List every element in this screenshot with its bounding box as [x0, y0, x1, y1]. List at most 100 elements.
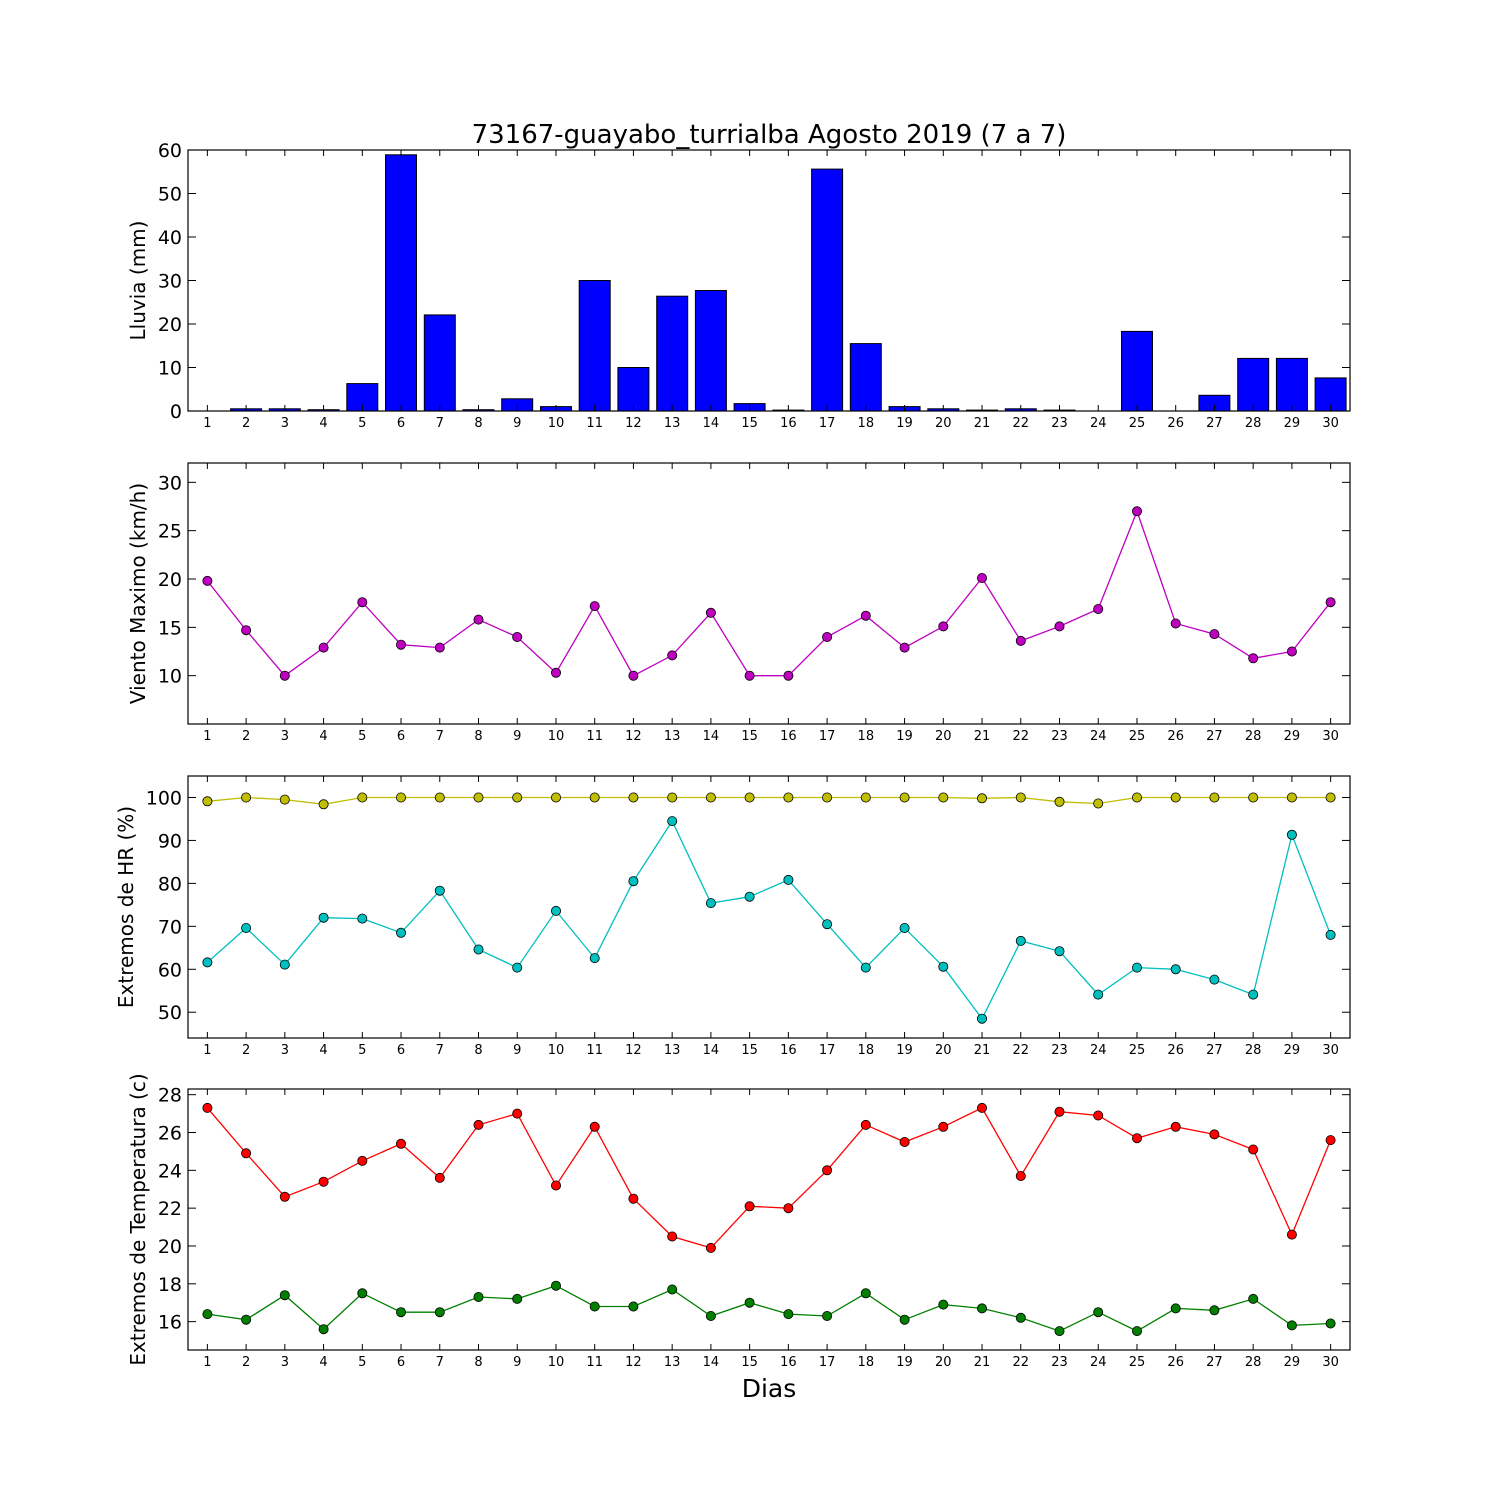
humidity-ytick-label: 80	[158, 873, 182, 895]
humidity-series-1-point-day-20	[938, 961, 949, 972]
temperature-ytick-label: 20	[158, 1236, 182, 1258]
humidity-series-1-point-day-13	[667, 816, 678, 827]
wind-series-0-point-day-7	[434, 642, 445, 653]
humidity-series-0-point-day-10	[551, 792, 562, 803]
wind-series-0-point-day-26	[1170, 618, 1181, 629]
wind-xtick-label: 24	[1090, 729, 1107, 744]
rain-xtick-label: 13	[664, 416, 681, 431]
rain-bar-day-28	[1237, 357, 1270, 412]
humidity-series-0-point-day-13	[667, 792, 678, 803]
rain-xtick-label: 1	[203, 416, 211, 431]
humidity-ytick-label: 90	[158, 830, 182, 852]
wind-series-0-point-day-13	[667, 650, 678, 661]
temperature-series-1-point-day-15	[744, 1297, 755, 1308]
temperature-xtick-label: 9	[513, 1355, 521, 1370]
temperature-xtick-label: 28	[1245, 1355, 1262, 1370]
wind-xtick-label: 27	[1206, 729, 1223, 744]
rain-ytick-label: 50	[158, 184, 182, 206]
temperature-xtick-label: 14	[703, 1355, 720, 1370]
temperature-xtick-label: 17	[819, 1355, 836, 1370]
wind-series-0-point-day-29	[1286, 646, 1297, 657]
humidity-xtick-label: 26	[1167, 1043, 1184, 1058]
temperature-series-1-point-day-8	[473, 1292, 484, 1303]
temperature-series-0-point-day-7	[434, 1172, 445, 1183]
rain-bar-day-17	[811, 168, 844, 412]
humidity-xtick-label: 21	[974, 1043, 991, 1058]
humidity-xtick-label: 17	[819, 1043, 836, 1058]
rain-xtick-label: 11	[586, 416, 603, 431]
temperature-series-0-point-day-6	[395, 1138, 406, 1149]
humidity-series-1-point-day-8	[473, 944, 484, 955]
rain-xtick-label: 2	[242, 416, 250, 431]
rain-xtick-label: 27	[1206, 416, 1223, 431]
humidity-series-0-point-day-30	[1325, 792, 1336, 803]
temperature-ytick-label: 28	[158, 1085, 182, 1107]
rain-xtick-label: 8	[474, 416, 482, 431]
wind-xtick-label: 2	[242, 729, 250, 744]
rain-bar-day-11	[578, 280, 611, 412]
temperature-series-1-point-day-24	[1093, 1307, 1104, 1318]
rain-bar-day-14	[694, 290, 727, 412]
temperature-xtick-label: 12	[625, 1355, 642, 1370]
temperature-xtick-label: 29	[1284, 1355, 1301, 1370]
rain-xtick-label: 23	[1051, 416, 1068, 431]
rain-bar-day-6	[385, 154, 417, 412]
rain-xtick-label: 19	[896, 416, 913, 431]
wind-xtick-label: 5	[358, 729, 366, 744]
temperature-xtick-label: 21	[974, 1355, 991, 1370]
humidity-series-0-point-day-26	[1170, 792, 1181, 803]
wind-series-0-point-day-5	[357, 597, 368, 608]
temperature-xtick-label: 3	[281, 1355, 289, 1370]
temperature-series-0-point-day-13	[667, 1231, 678, 1242]
wind-xtick-label: 17	[819, 729, 836, 744]
humidity-xtick-label: 8	[474, 1043, 482, 1058]
wind-series-0-point-day-24	[1093, 604, 1104, 615]
temperature-series-1-point-day-9	[512, 1293, 523, 1304]
temperature-series-1-point-day-5	[357, 1288, 368, 1299]
temperature-xtick-label: 25	[1129, 1355, 1146, 1370]
wind-xtick-label: 4	[319, 729, 327, 744]
wind-xtick-label: 15	[741, 729, 758, 744]
humidity-series-1-point-day-11	[589, 953, 600, 964]
humidity-xtick-label: 16	[780, 1043, 797, 1058]
humidity-series-1-point-day-6	[395, 927, 406, 938]
temperature-series-0-point-day-20	[938, 1121, 949, 1132]
wind-ytick-label: 30	[158, 472, 182, 494]
humidity-series-0-point-day-21	[977, 793, 988, 804]
humidity-panel: 1 2 3 4 5 6 7 8 9 10 11 12 13 14 15 16 17 18 19 20 21 22 23 24 2…	[114, 775, 1351, 1058]
wind-series-0-point-day-27	[1209, 629, 1220, 640]
temperature-xtick-label: 2	[242, 1355, 250, 1370]
rain-xtick-label: 26	[1167, 416, 1184, 431]
rain-bar-day-25	[1121, 330, 1153, 412]
temperature-series-1-point-day-12	[628, 1301, 639, 1312]
figure-title: 73167-guayabo_turrialba Agosto 2019 (7 a…	[472, 120, 1067, 150]
humidity-series-1-point-day-22	[1015, 935, 1026, 946]
humidity-series-0-point-day-12	[628, 792, 639, 803]
temperature-series-1-line	[207, 1284, 1331, 1332]
humidity-xtick-label: 30	[1322, 1043, 1339, 1058]
wind-xtick-label: 7	[436, 729, 444, 744]
humidity-series-0-point-day-8	[473, 792, 484, 803]
wind-series-0-point-day-6	[395, 639, 406, 650]
temperature-series-1-point-day-14	[705, 1311, 716, 1322]
temperature-xtick-label: 26	[1167, 1355, 1184, 1370]
rain-xtick-label: 28	[1245, 416, 1262, 431]
temperature-series-0-point-day-9	[512, 1108, 523, 1119]
rain-xtick-label: 9	[513, 416, 521, 431]
humidity-xtick-label: 24	[1090, 1043, 1107, 1058]
x-axis-label: Dias	[742, 1374, 797, 1403]
rain-xtick-label: 3	[281, 416, 289, 431]
rain-ytick-label: 20	[158, 314, 182, 336]
humidity-series-1-point-day-27	[1209, 974, 1220, 985]
temperature-xtick-label: 23	[1051, 1355, 1068, 1370]
humidity-ytick-label: 60	[158, 959, 182, 981]
temperature-xtick-label: 15	[741, 1355, 758, 1370]
humidity-xtick-label: 3	[281, 1043, 289, 1058]
temperature-series-1-point-day-4	[318, 1324, 329, 1335]
temperature-series-1-point-day-26	[1170, 1303, 1181, 1314]
wind-series-0-point-day-8	[473, 614, 484, 625]
temperature-xtick-label: 30	[1322, 1355, 1339, 1370]
temperature-xtick-label: 7	[436, 1355, 444, 1370]
wind-xtick-label: 20	[935, 729, 952, 744]
